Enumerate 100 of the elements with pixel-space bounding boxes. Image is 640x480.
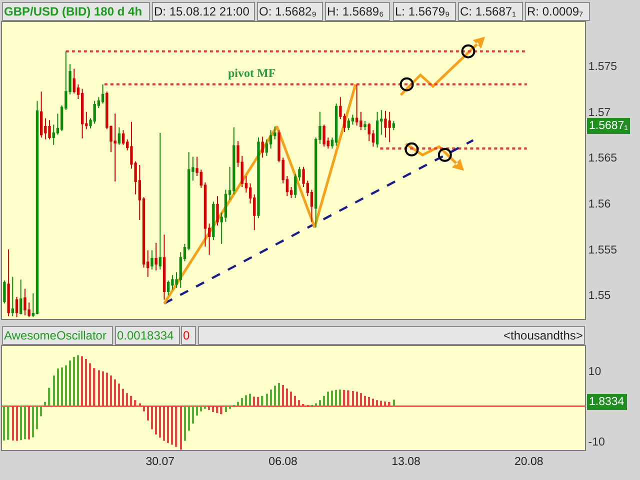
bar [380, 400, 382, 406]
bar [290, 392, 292, 406]
x-tick-label: 06.08 [268, 456, 298, 468]
bar [352, 390, 354, 406]
bar [57, 368, 59, 406]
bar [270, 390, 272, 406]
y-tick-label: -10 [588, 436, 605, 448]
bar [237, 402, 239, 406]
bar [139, 403, 141, 406]
candlestick [392, 120, 396, 131]
candlestick [3, 280, 6, 304]
bar [61, 367, 63, 406]
candlestick [212, 201, 215, 241]
bar [278, 382, 280, 406]
bar [261, 396, 264, 406]
x-tick-label: 30.07 [146, 456, 175, 468]
bar [327, 392, 329, 406]
bar [331, 390, 333, 406]
candlestick [150, 250, 154, 270]
bar [253, 396, 255, 406]
bar [89, 363, 92, 406]
x-tick-label: 13.08 [392, 456, 420, 468]
bar [339, 390, 342, 406]
candlestick [24, 288, 26, 316]
bar [3, 406, 6, 441]
bar [229, 406, 231, 409]
bar [81, 356, 83, 406]
candlestick [364, 120, 366, 131]
bar [65, 365, 67, 406]
candlestick [118, 126, 121, 146]
bar [151, 406, 153, 430]
y-tick-label: 1.55 [588, 290, 611, 302]
bar [196, 406, 198, 416]
bar [118, 384, 120, 406]
bar [130, 396, 132, 406]
bar [143, 406, 145, 412]
candlestick [376, 111, 379, 148]
y-tick-label: 1.56 [588, 198, 611, 211]
y-tick-label: 1.57 [588, 106, 611, 119]
bar [294, 396, 296, 406]
candlestick [261, 136, 264, 158]
bar [20, 406, 22, 440]
text: 0 [183, 328, 190, 342]
bar [286, 388, 288, 406]
bar [245, 395, 247, 406]
bar [184, 406, 186, 441]
candlestick [48, 120, 51, 140]
candlestick [114, 113, 116, 182]
bar [69, 360, 71, 406]
candlestick [384, 110, 387, 138]
bar [24, 406, 26, 440]
bar [323, 396, 325, 406]
text: 1.5687₁ [589, 120, 628, 132]
text: L: 1.5679₉ [395, 4, 450, 18]
bar [249, 394, 251, 406]
text: D: 15.08.12 21:00 [154, 4, 250, 18]
candlestick [93, 100, 96, 124]
candlestick [334, 103, 338, 146]
candlestick [36, 100, 39, 315]
bar [40, 406, 42, 416]
candlestick [7, 248, 10, 317]
bar [208, 406, 210, 410]
bar [376, 400, 378, 406]
bar [364, 396, 366, 406]
y-tick-label: 1.575 [588, 61, 618, 74]
bar [36, 406, 38, 430]
bar [7, 406, 10, 440]
candlestick [388, 111, 391, 143]
bar [134, 400, 136, 406]
bar [343, 390, 346, 406]
text: R: 0.0009₇ [527, 4, 584, 18]
bar [368, 396, 370, 406]
bar [110, 376, 112, 406]
bar [16, 406, 18, 441]
bar [204, 406, 206, 409]
bar [98, 370, 100, 406]
bar [393, 400, 395, 406]
bar [102, 371, 104, 406]
candlestick [101, 84, 104, 104]
candlestick [11, 276, 14, 317]
candlestick [257, 137, 260, 219]
bar [200, 406, 202, 412]
bar [44, 402, 46, 406]
bar [315, 403, 317, 406]
bar [356, 392, 358, 406]
candlestick [216, 196, 219, 226]
bar [28, 406, 30, 440]
candlestick [20, 279, 22, 315]
candlestick [154, 242, 158, 271]
bar [48, 388, 50, 406]
candlestick [347, 118, 350, 131]
text: C: 1.5687₁ [460, 4, 516, 18]
bar [372, 398, 374, 406]
x-tick-label: 20.08 [514, 456, 544, 468]
candlestick [162, 234, 166, 300]
text: 0.0018334 [117, 328, 174, 342]
bar [126, 393, 128, 406]
bar [225, 406, 227, 412]
bar [175, 406, 178, 447]
candlestick [322, 124, 326, 148]
